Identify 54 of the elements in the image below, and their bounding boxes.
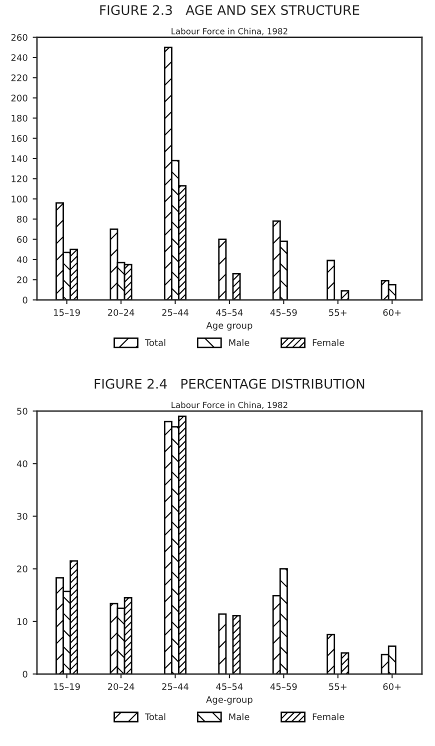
y-tick-label: 200 [11,94,28,102]
chart-title: FIGURE 2.3 AGE AND SEX STRUCTURE [100,5,360,16]
bar [218,613,227,674]
bar [232,272,241,300]
y-tick-label: 40 [16,256,28,264]
legend-label: Male [229,713,250,720]
y-tick-label: 40 [16,460,28,468]
x-axis-title: Age group [206,322,252,331]
x-tick-label: 45–59 [270,309,297,316]
chart-title: FIGURE 2.4 PERCENTAGE DISTRIBUTION [94,378,364,389]
legend-label: Male [229,339,250,346]
y-tick-label: 240 [11,54,28,62]
x-tick-label: 60+ [383,309,401,316]
legend-label: Total [144,339,166,346]
legend-label: Female [312,713,344,720]
bar [232,614,241,674]
y-tick-label: 220 [11,74,28,82]
bar [326,634,336,674]
x-tick-label: 15–19 [54,683,80,690]
bar [340,652,350,674]
y-tick-label: 30 [17,512,28,520]
y-tick-label: 20 [17,276,28,284]
y-tick-label: 160 [12,135,28,142]
x-tick-label: 20–24 [108,683,134,690]
y-tick-label: 50 [17,408,28,415]
x-tick-label: 55+ [329,683,346,690]
x-tick-label: 15–19 [54,309,80,316]
bar [340,290,350,300]
legend-label: Total [144,713,166,720]
chart-subtitle: Labour Force in China, 1982 [172,402,288,409]
x-tick-label: 55+ [329,309,346,316]
y-tick-label: 0 [22,670,28,678]
bar [326,260,336,300]
y-tick-label: 0 [22,296,28,304]
x-tick-label: 45–54 [216,683,243,690]
x-tick-label: 25–44 [162,683,188,690]
y-tick-label: 20 [17,566,28,572]
bar [218,238,227,300]
x-tick-label: 25–44 [162,309,188,316]
y-tick-label: 80 [17,216,28,223]
chart-subtitle: Labour Force in China, 1982 [172,28,288,36]
y-tick-label: 10 [17,618,28,625]
y-tick-label: 260 [11,34,28,41]
x-tick-label: 45–54 [216,309,243,316]
y-tick-label: 100 [12,196,28,202]
legend-label: Female [312,339,344,346]
y-tick-label: 180 [12,114,28,122]
y-tick-label: 120 [12,175,28,182]
x-tick-label: 20–24 [108,309,134,316]
x-tick-label: 60+ [383,683,401,690]
y-tick-label: 60 [17,236,28,243]
y-tick-label: 140 [12,155,28,162]
x-axis-title: Age-group [206,696,252,705]
x-tick-label: 45–59 [270,683,297,690]
